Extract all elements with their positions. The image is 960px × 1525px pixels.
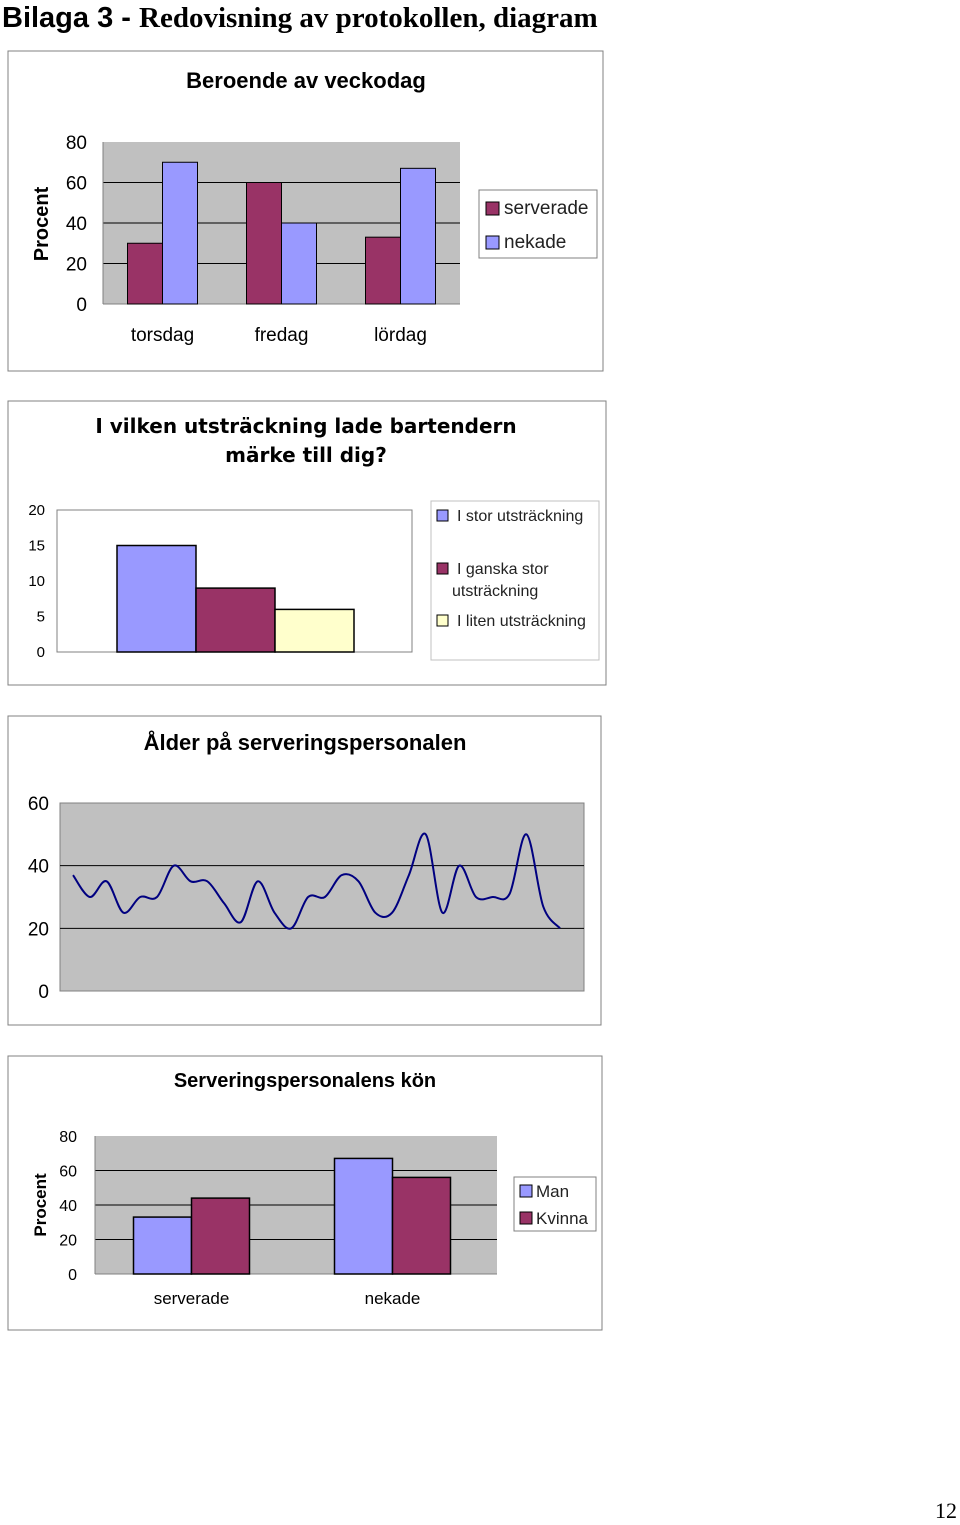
bar-Kvinna-nekade bbox=[391, 1176, 452, 1275]
series-line bbox=[72, 832, 561, 930]
y-tick-label: 80 bbox=[59, 1129, 77, 1146]
legend-swatch bbox=[485, 235, 500, 250]
heading-part-a: Bilaga 3 - bbox=[2, 2, 139, 34]
legend-swatch bbox=[436, 614, 449, 627]
x-tick-label: torsdag bbox=[131, 325, 194, 346]
legend-swatch bbox=[519, 1184, 533, 1198]
y-tick-label: 0 bbox=[76, 295, 87, 316]
series-line-path bbox=[72, 832, 561, 930]
gridlines bbox=[60, 865, 584, 929]
x-tick-label: lördag bbox=[374, 325, 427, 346]
y-tick-label: 15 bbox=[28, 538, 45, 555]
y-axis-label: Procent bbox=[31, 186, 53, 261]
y-tick-labels: 0 20 40 60 bbox=[28, 794, 49, 1003]
bars bbox=[116, 544, 355, 653]
bar-serverade-lördag bbox=[365, 236, 401, 305]
heading-part-b: Redovisning av protokollen, diagram bbox=[139, 2, 598, 34]
bar-Kvinna-serverade bbox=[190, 1197, 251, 1275]
y-tick-label: 20 bbox=[66, 255, 87, 276]
page-number: 12 bbox=[935, 1498, 957, 1523]
y-tick-label: 80 bbox=[66, 133, 87, 154]
page-heading: Bilaga 3 - Redovisning av protokollen, d… bbox=[2, 0, 598, 38]
y-tick-label: 60 bbox=[66, 174, 87, 195]
bar-series-2 bbox=[195, 587, 276, 653]
x-tick-label: serverade bbox=[154, 1289, 230, 1308]
y-axis-label: Procent bbox=[31, 1173, 50, 1237]
y-tick-label: 40 bbox=[28, 857, 49, 878]
legend-label: nekade bbox=[504, 232, 566, 253]
legend-label: utsträckning bbox=[452, 583, 538, 600]
legend-label: Kvinna bbox=[536, 1209, 589, 1228]
y-tick-label: 20 bbox=[28, 919, 49, 940]
x-tick-label: fredag bbox=[255, 325, 309, 346]
bars bbox=[132, 1157, 452, 1275]
legend: I stor utsträckning I ganska stor utsträck… bbox=[430, 500, 600, 661]
y-tick-label: 20 bbox=[28, 502, 45, 519]
y-tick-labels: 0 20 40 60 80 bbox=[66, 133, 87, 316]
legend-swatch bbox=[436, 562, 449, 575]
legend-label: serverade bbox=[504, 198, 589, 219]
legend-swatch bbox=[436, 509, 449, 522]
y-tick-label: 5 bbox=[37, 609, 45, 626]
chart-title-line-2: märke till dig? bbox=[225, 443, 387, 467]
y-tick-label: 20 bbox=[59, 1233, 77, 1250]
y-tick-label: 40 bbox=[66, 214, 87, 235]
chart-title: Serveringspersonalens kön bbox=[174, 1070, 436, 1092]
legend-swatch bbox=[485, 201, 500, 216]
legend-swatch bbox=[519, 1211, 533, 1225]
chart-staff-age: Ålder på serveringspersonalen 0 20 40 60 bbox=[7, 715, 602, 1026]
legend-label: Man bbox=[536, 1182, 569, 1201]
bar-nekade-fredag bbox=[281, 222, 317, 305]
legend-label: I stor utsträckning bbox=[457, 508, 583, 525]
chart-title: Ålder på serveringspersonalen bbox=[144, 729, 467, 755]
legend: serverade nekade bbox=[478, 189, 598, 259]
legend: Man Kvinna bbox=[513, 1176, 597, 1232]
legend-label: I liten utsträckning bbox=[457, 613, 586, 630]
chart-title: Beroende av veckodag bbox=[186, 68, 426, 93]
bar-serverade-fredag bbox=[246, 182, 282, 305]
legend-box bbox=[430, 500, 600, 661]
y-tick-label: 60 bbox=[28, 794, 49, 815]
bar-nekade-torsdag bbox=[162, 161, 198, 305]
y-tick-label: 40 bbox=[59, 1198, 77, 1215]
bar-series-3 bbox=[274, 608, 355, 653]
y-tick-labels: 0 5 10 15 20 bbox=[28, 502, 45, 661]
bar-serverade-torsdag bbox=[127, 242, 163, 305]
y-tick-labels: 0 20 40 60 80 bbox=[59, 1129, 77, 1284]
chart-title-line-1: I vilken utsträckning lade bartendern bbox=[95, 414, 516, 438]
legend-label: I ganska stor bbox=[457, 561, 549, 578]
bar-Man-nekade bbox=[333, 1157, 394, 1275]
y-tick-label: 60 bbox=[59, 1164, 77, 1181]
x-tick-labels: torsdag fredag lördag bbox=[131, 325, 427, 346]
y-tick-label: 10 bbox=[28, 573, 45, 590]
x-tick-label: nekade bbox=[365, 1289, 421, 1308]
x-tick-labels: serverade nekade bbox=[154, 1289, 421, 1308]
chart-bartender-notice: I vilken utsträckning lade bartendern mä… bbox=[7, 400, 607, 686]
y-tick-label: 0 bbox=[68, 1267, 77, 1284]
y-tick-label: 0 bbox=[37, 644, 45, 661]
bar-series-1 bbox=[116, 544, 197, 653]
bars bbox=[127, 161, 436, 305]
bar-Man-serverade bbox=[132, 1216, 193, 1275]
chart-weekday: Beroende av veckodag Procent 0 20 40 60 80 t… bbox=[7, 50, 604, 372]
bar-nekade-lördag bbox=[400, 167, 436, 305]
y-tick-label: 0 bbox=[38, 982, 49, 1003]
chart-staff-gender: Serveringspersonalens kön Procent 0 20 40 6… bbox=[7, 1055, 603, 1331]
